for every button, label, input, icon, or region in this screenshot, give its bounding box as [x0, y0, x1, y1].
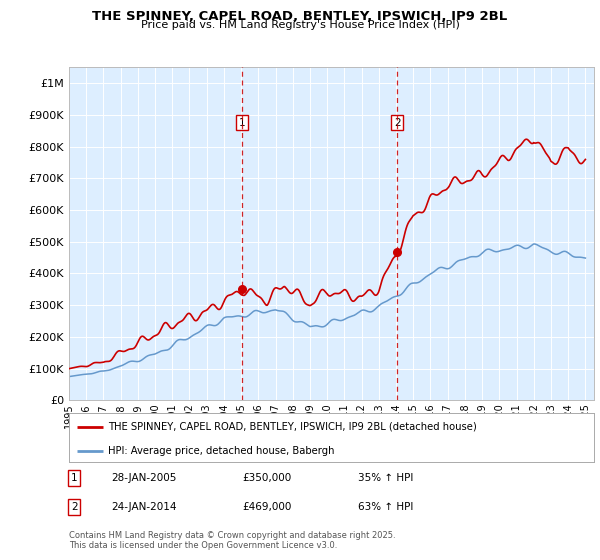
Text: 28-JAN-2005: 28-JAN-2005	[111, 473, 176, 483]
Text: 35% ↑ HPI: 35% ↑ HPI	[358, 473, 413, 483]
Text: 24-JAN-2014: 24-JAN-2014	[111, 502, 176, 512]
Text: 2: 2	[71, 502, 77, 512]
Text: £469,000: £469,000	[242, 502, 292, 512]
Text: HPI: Average price, detached house, Babergh: HPI: Average price, detached house, Babe…	[109, 446, 335, 456]
Text: 63% ↑ HPI: 63% ↑ HPI	[358, 502, 413, 512]
Text: Price paid vs. HM Land Registry's House Price Index (HPI): Price paid vs. HM Land Registry's House …	[140, 20, 460, 30]
Text: 2: 2	[394, 118, 401, 128]
Text: 1: 1	[239, 118, 245, 128]
Text: 1: 1	[71, 473, 77, 483]
Text: THE SPINNEY, CAPEL ROAD, BENTLEY, IPSWICH, IP9 2BL: THE SPINNEY, CAPEL ROAD, BENTLEY, IPSWIC…	[92, 10, 508, 23]
Text: £350,000: £350,000	[242, 473, 292, 483]
Text: Contains HM Land Registry data © Crown copyright and database right 2025.
This d: Contains HM Land Registry data © Crown c…	[69, 531, 395, 550]
Text: THE SPINNEY, CAPEL ROAD, BENTLEY, IPSWICH, IP9 2BL (detached house): THE SPINNEY, CAPEL ROAD, BENTLEY, IPSWIC…	[109, 422, 477, 432]
